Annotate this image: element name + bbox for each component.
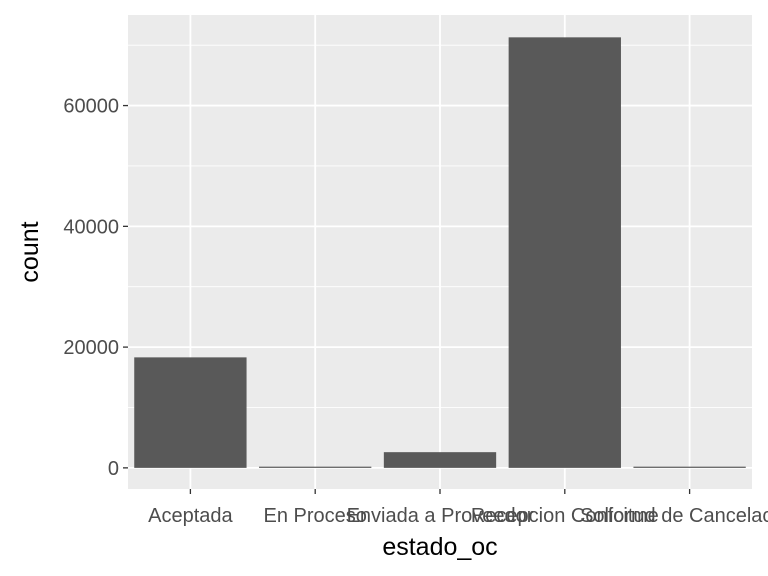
x-tick-label: Enviada a Proveedor <box>347 505 534 527</box>
x-tick-label: En Proceso <box>264 505 367 527</box>
bar <box>383 452 497 468</box>
x-axis-title: estado_oc <box>382 533 497 561</box>
y-tick-label: 0 <box>108 458 119 480</box>
x-tick-label: Recepcion Conforme <box>471 505 659 527</box>
y-tick-label: 20000 <box>63 337 119 359</box>
x-tick-label: Solicitud de Cancelacion <box>580 505 768 527</box>
grid-major-lines <box>128 15 752 489</box>
bar <box>508 37 621 468</box>
bar <box>134 357 247 468</box>
bar <box>633 466 746 468</box>
bar <box>259 466 372 468</box>
bars <box>134 37 746 468</box>
y-axis: 0 20000 40000 60000 <box>63 96 128 480</box>
y-tick-label: 40000 <box>63 216 119 238</box>
x-tick-label: Aceptada <box>148 505 233 527</box>
y-tick-label: 60000 <box>63 96 119 118</box>
y-axis-title: count <box>16 221 44 282</box>
